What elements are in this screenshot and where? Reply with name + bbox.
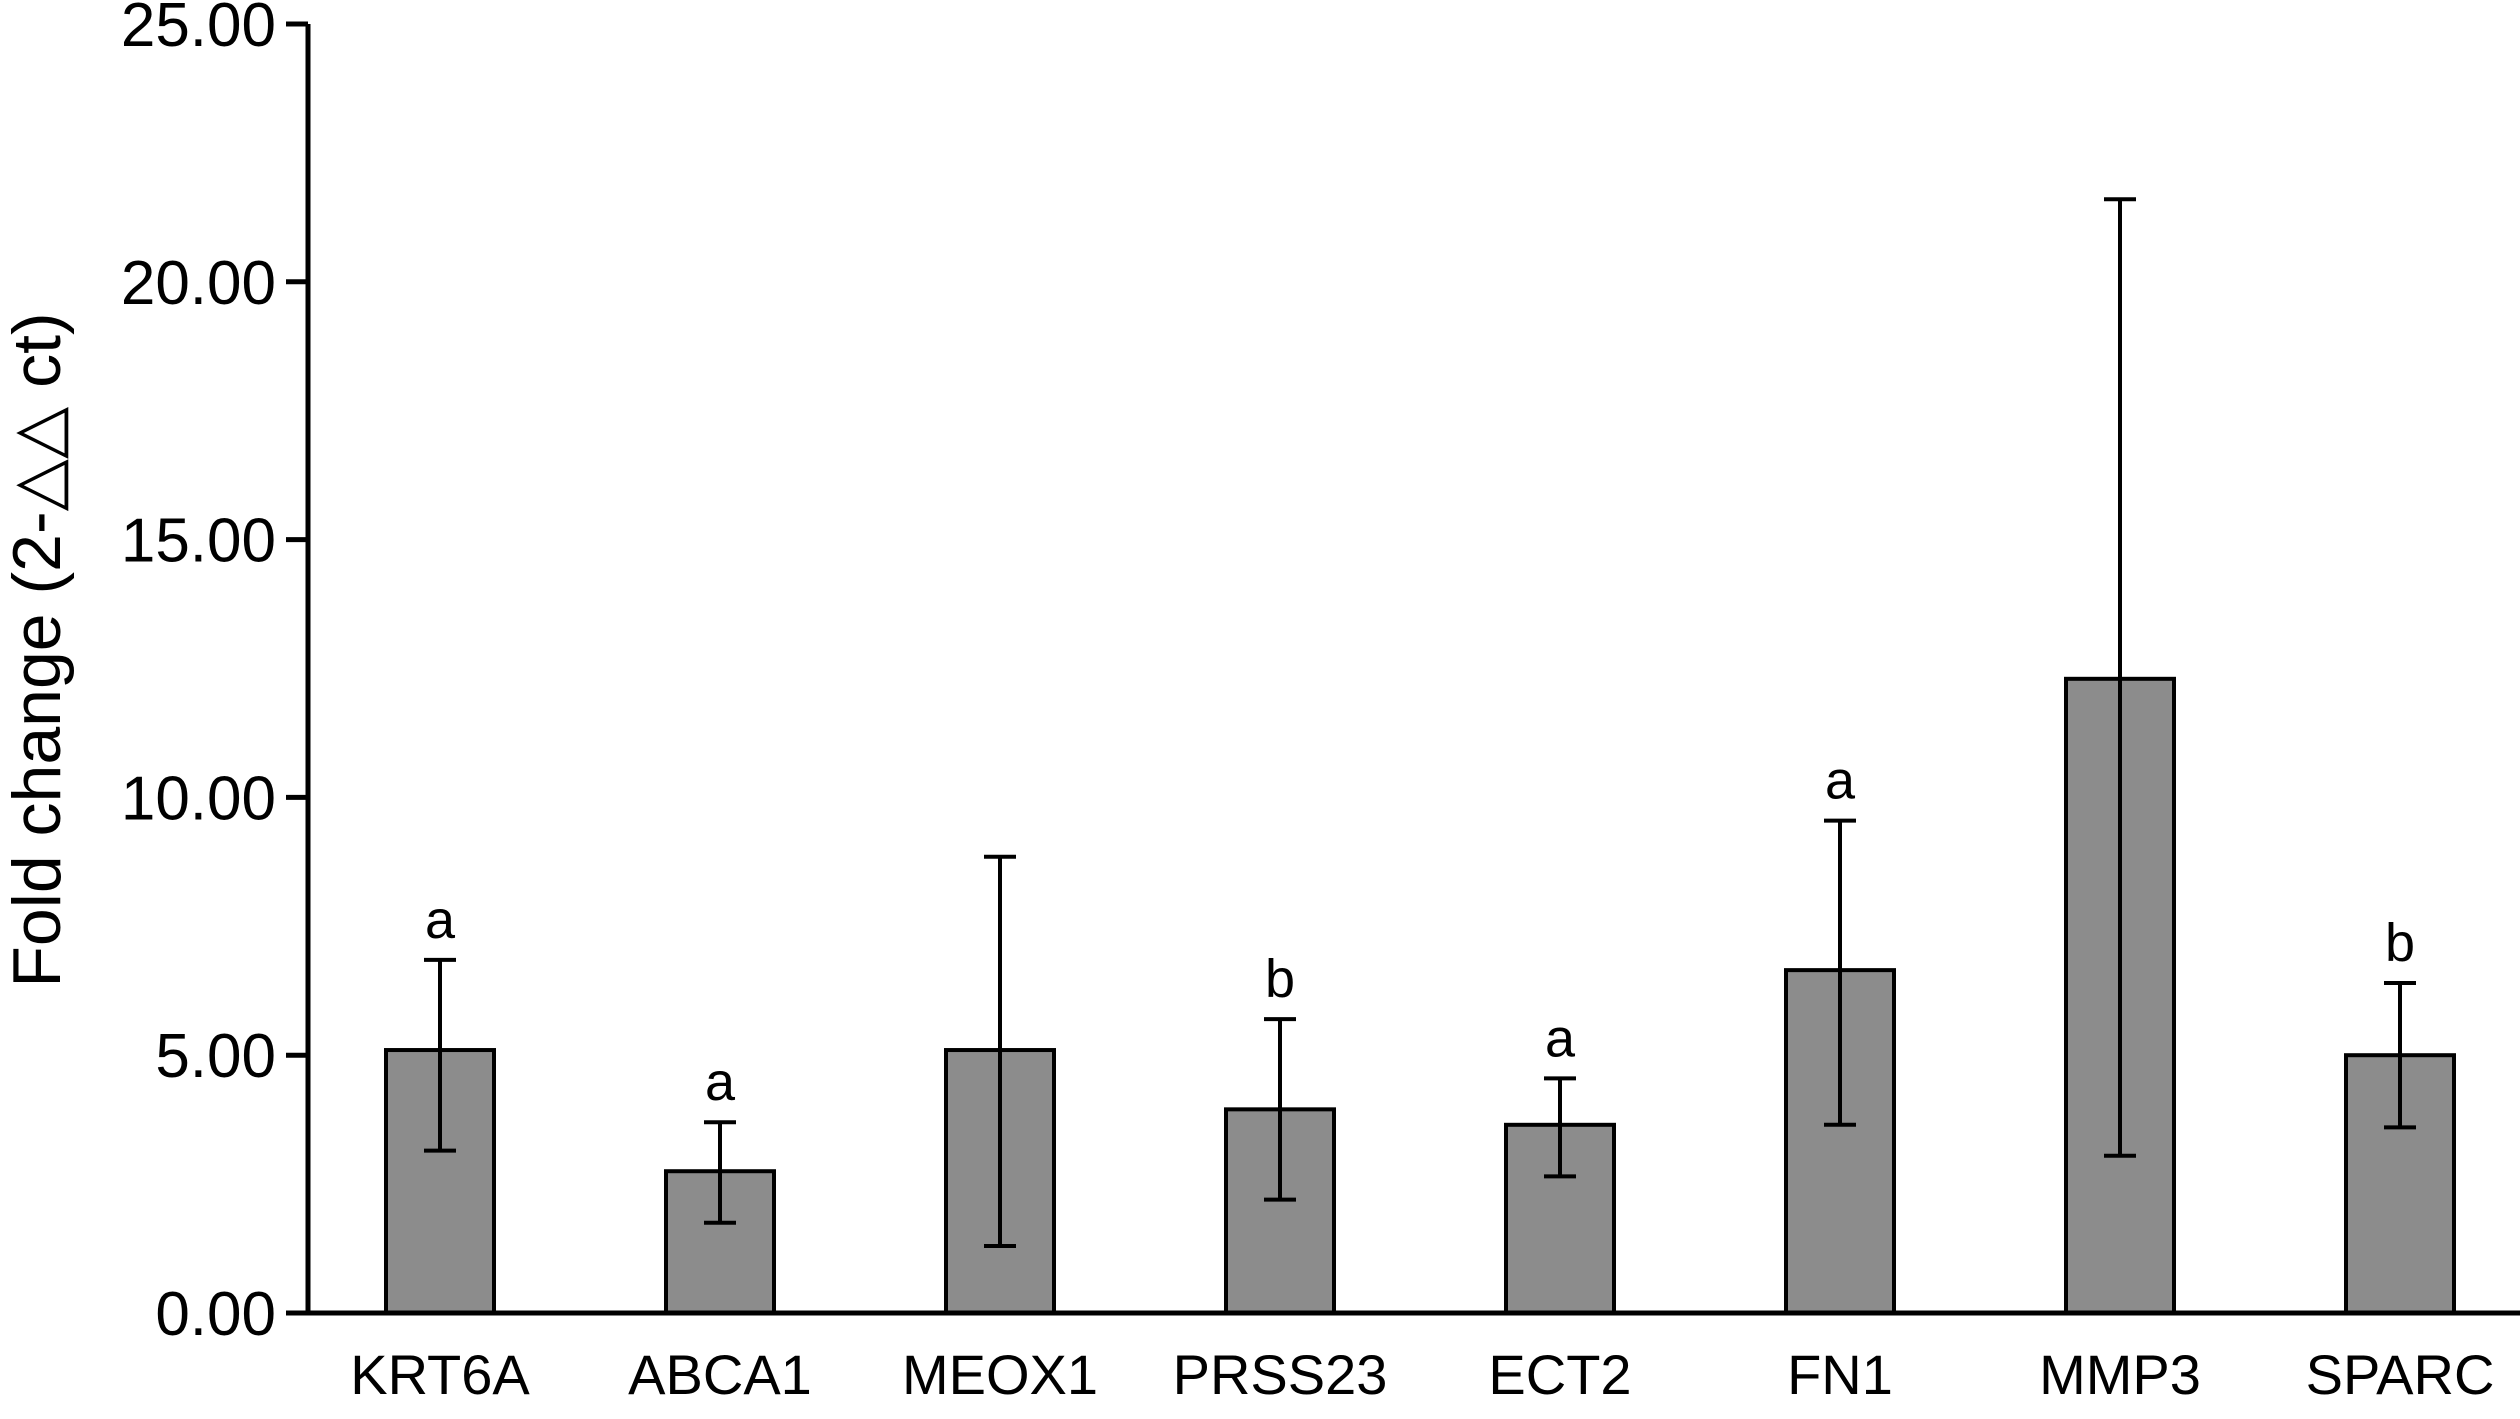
x-tick-label-meox1: MEOX1 <box>902 1343 1098 1406</box>
error-bar-mmp3 <box>2104 197 2136 1158</box>
x-tick-label-abca1: ABCA1 <box>628 1343 812 1406</box>
significance-label-krt6a: a <box>425 890 456 950</box>
error-bar-krt6a <box>424 957 456 1153</box>
y-ticks-layer: 0.00 5.00 10.00 15.00 20.00 25.00 <box>121 0 308 1349</box>
error-bar-fn1 <box>1824 818 1856 1127</box>
x-tick-label-prss23: PRSS23 <box>1173 1343 1388 1406</box>
y-tick-label: 0.00 <box>155 1280 276 1349</box>
bars-layer <box>384 676 2456 1316</box>
error-bar-prss23 <box>1264 1017 1296 1202</box>
y-tick-label: 5.00 <box>155 1022 276 1091</box>
error-bar-sparc <box>2384 981 2416 1130</box>
x-tick-label-fn1: FN1 <box>1787 1343 1893 1406</box>
axes-layer <box>305 24 2520 1316</box>
y-axis-title: Fold change (2-△△ ct) <box>0 312 75 987</box>
significance-label-prss23: b <box>1265 949 1295 1009</box>
error-bars-layer <box>424 197 2416 1248</box>
significance-labels-layer: a a b a a b <box>425 751 2415 1113</box>
x-tick-label-sparc: SPARC <box>2306 1343 2495 1406</box>
significance-label-fn1: a <box>1825 751 1856 811</box>
y-tick-label: 20.00 <box>121 249 276 318</box>
significance-label-sparc: b <box>2385 913 2415 973</box>
y-tick-label: 10.00 <box>121 764 276 833</box>
y-tick-label: 25.00 <box>121 0 276 60</box>
x-tick-label-ect2: ECT2 <box>1488 1343 1631 1406</box>
x-tick-label-mmp3: MMP3 <box>2039 1343 2201 1406</box>
error-bar-abca1 <box>704 1120 736 1225</box>
significance-label-abca1: a <box>705 1052 736 1112</box>
y-tick-label: 15.00 <box>121 507 276 576</box>
x-tick-label-krt6a: KRT6A <box>350 1343 530 1406</box>
bar-prss23 <box>1224 1107 1336 1316</box>
significance-label-ect2: a <box>1545 1008 1576 1068</box>
x-tick-labels-layer: KRT6A ABCA1 MEOX1 PRSS23 ECT2 FN1 MMP3 SPARC <box>350 1343 2494 1406</box>
error-bar-meox1 <box>984 854 1016 1248</box>
error-bar-ect2 <box>1544 1076 1576 1179</box>
